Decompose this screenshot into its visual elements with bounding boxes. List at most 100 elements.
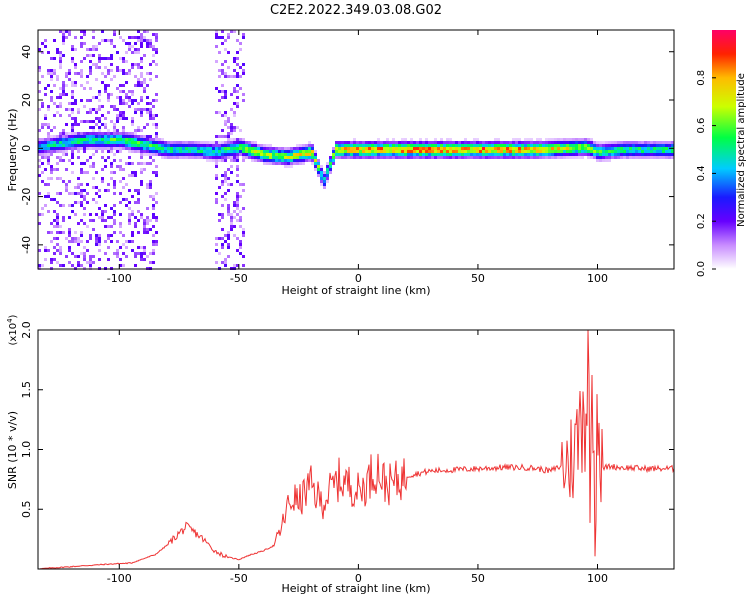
heatmap-cell <box>230 228 233 231</box>
heatmap-cell <box>638 153 641 156</box>
heatmap-cell <box>302 162 305 165</box>
heatmap-cell <box>137 126 140 129</box>
heatmap-cell <box>155 201 158 204</box>
heatmap-cell <box>296 150 299 153</box>
heatmap-cell <box>479 147 482 150</box>
heatmap-cell <box>515 150 518 153</box>
heatmap-cell <box>44 168 47 171</box>
heatmap-cell <box>383 144 386 147</box>
heatmap-cell <box>221 159 224 162</box>
heatmap-cell <box>137 138 140 141</box>
heatmap-cell <box>572 141 575 144</box>
heatmap-cell <box>89 141 92 144</box>
heatmap-cell <box>620 156 623 159</box>
heatmap-cell <box>50 135 53 138</box>
heatmap-cell <box>140 255 143 258</box>
heatmap-cell <box>659 141 662 144</box>
heatmap-cell <box>104 141 107 144</box>
heatmap-cell <box>155 75 158 78</box>
heatmap-cell <box>206 147 209 150</box>
heatmap-cell <box>623 144 626 147</box>
heatmap-cell <box>101 156 104 159</box>
heatmap-cell <box>53 147 56 150</box>
heatmap-cell <box>89 219 92 222</box>
heatmap-cell <box>146 72 149 75</box>
heatmap-cell <box>272 156 275 159</box>
heatmap-cell <box>59 60 62 63</box>
heatmap-cell <box>122 243 125 246</box>
heatmap-cell <box>80 84 83 87</box>
heatmap-cell <box>113 129 116 132</box>
heatmap-cell <box>197 141 200 144</box>
heatmap-cell <box>284 147 287 150</box>
heatmap-cell <box>518 141 521 144</box>
heatmap-cell <box>233 150 236 153</box>
heatmap-cell <box>107 129 110 132</box>
heatmap-cell <box>59 156 62 159</box>
heatmap-cell <box>230 213 233 216</box>
heatmap-cell <box>119 264 122 267</box>
heatmap-cell <box>56 156 59 159</box>
heatmap-cell <box>137 84 140 87</box>
heatmap-cell <box>608 141 611 144</box>
heatmap-cell <box>221 84 224 87</box>
heatmap-cell <box>416 141 419 144</box>
heatmap-cell <box>77 111 80 114</box>
heatmap-cell <box>665 147 668 150</box>
heatmap-cell <box>134 189 137 192</box>
heatmap-cell <box>581 147 584 150</box>
heatmap-cell <box>56 78 59 81</box>
heatmap-cell <box>320 183 323 186</box>
heatmap-cell <box>107 111 110 114</box>
heatmap-cell <box>530 156 533 159</box>
heatmap-cell <box>119 84 122 87</box>
heatmap-cell <box>314 162 317 165</box>
heatmap-cell <box>221 135 224 138</box>
heatmap-cell <box>38 174 41 177</box>
heatmap-cell <box>611 144 614 147</box>
heatmap-cell <box>599 147 602 150</box>
heatmap-cell <box>83 171 86 174</box>
heatmap-cell <box>74 255 77 258</box>
heatmap-cell <box>221 228 224 231</box>
heatmap-cell <box>155 135 158 138</box>
heatmap-cell <box>101 213 104 216</box>
heatmap-cell <box>128 99 131 102</box>
heatmap-cell <box>350 153 353 156</box>
heatmap-cell <box>71 153 74 156</box>
heatmap-cell <box>215 33 218 36</box>
heatmap-cell <box>341 156 344 159</box>
heatmap-cell <box>638 156 641 159</box>
heatmap-cell <box>41 75 44 78</box>
heatmap-cell <box>44 114 47 117</box>
heatmap-cell <box>158 153 161 156</box>
heatmap-cell <box>410 138 413 141</box>
heatmap-cell <box>626 153 629 156</box>
heatmap-cell <box>587 147 590 150</box>
heatmap-cell <box>338 156 341 159</box>
heatmap-cell <box>566 147 569 150</box>
heatmap-cell <box>149 102 152 105</box>
heatmap-cell <box>587 138 590 141</box>
heatmap-cell <box>242 36 245 39</box>
heatmap-cell <box>410 156 413 159</box>
heatmap-cell <box>125 117 128 120</box>
heatmap-cell <box>227 213 230 216</box>
heatmap-cell <box>575 153 578 156</box>
heatmap-cell <box>44 87 47 90</box>
heatmap-cell <box>107 147 110 150</box>
heatmap-cell <box>464 147 467 150</box>
heatmap-cell <box>230 165 233 168</box>
heatmap-cell <box>662 147 665 150</box>
heatmap-cell <box>230 132 233 135</box>
heatmap-cell <box>647 153 650 156</box>
heatmap-cell <box>416 156 419 159</box>
heatmap-cell <box>302 147 305 150</box>
heatmap-cell <box>227 138 230 141</box>
heatmap-cell <box>98 60 101 63</box>
heatmap-cell <box>74 138 77 141</box>
heatmap-cell <box>458 147 461 150</box>
heatmap-cell <box>284 165 287 168</box>
heatmap-cell <box>95 234 98 237</box>
heatmap-cell <box>524 156 527 159</box>
